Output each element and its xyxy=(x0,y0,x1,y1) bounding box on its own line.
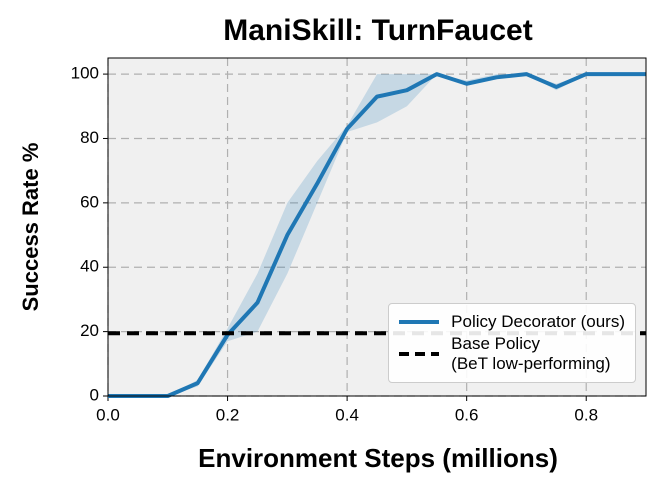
x-tick-label: 0.6 xyxy=(455,405,479,424)
x-tick-label: 0.4 xyxy=(335,405,359,424)
y-tick-label: 100 xyxy=(71,64,99,83)
y-tick-label: 0 xyxy=(90,385,99,404)
x-axis-label: Environment Steps (millions) xyxy=(198,443,558,473)
legend-swatch xyxy=(399,352,440,356)
chart-title: ManiSkill: TurnFaucet xyxy=(223,14,532,47)
y-tick-label: 80 xyxy=(80,128,99,147)
y-tick-label: 40 xyxy=(80,257,99,276)
y-axis-label: Success Rate % xyxy=(18,143,43,312)
legend-label: Base Policy (BeT low-performing) xyxy=(451,334,611,373)
plot-frame xyxy=(107,57,647,397)
x-tick-label: 0.0 xyxy=(96,405,120,424)
legend-label: Policy Decorator (ours) xyxy=(451,312,625,331)
y-tick-label: 60 xyxy=(80,192,99,211)
legend-entry: Base Policy (BeT low-performing) xyxy=(399,334,625,374)
y-tick-label: 20 xyxy=(80,321,99,340)
x-tick-label: 0.8 xyxy=(574,405,598,424)
legend: Policy Decorator (ours) Base Policy (BeT … xyxy=(388,303,636,383)
legend-entry: Policy Decorator (ours) xyxy=(399,312,625,332)
legend-swatch xyxy=(399,320,440,324)
x-tick-label: 0.2 xyxy=(216,405,240,424)
data-line xyxy=(108,72,646,398)
confidence-band xyxy=(108,74,646,396)
